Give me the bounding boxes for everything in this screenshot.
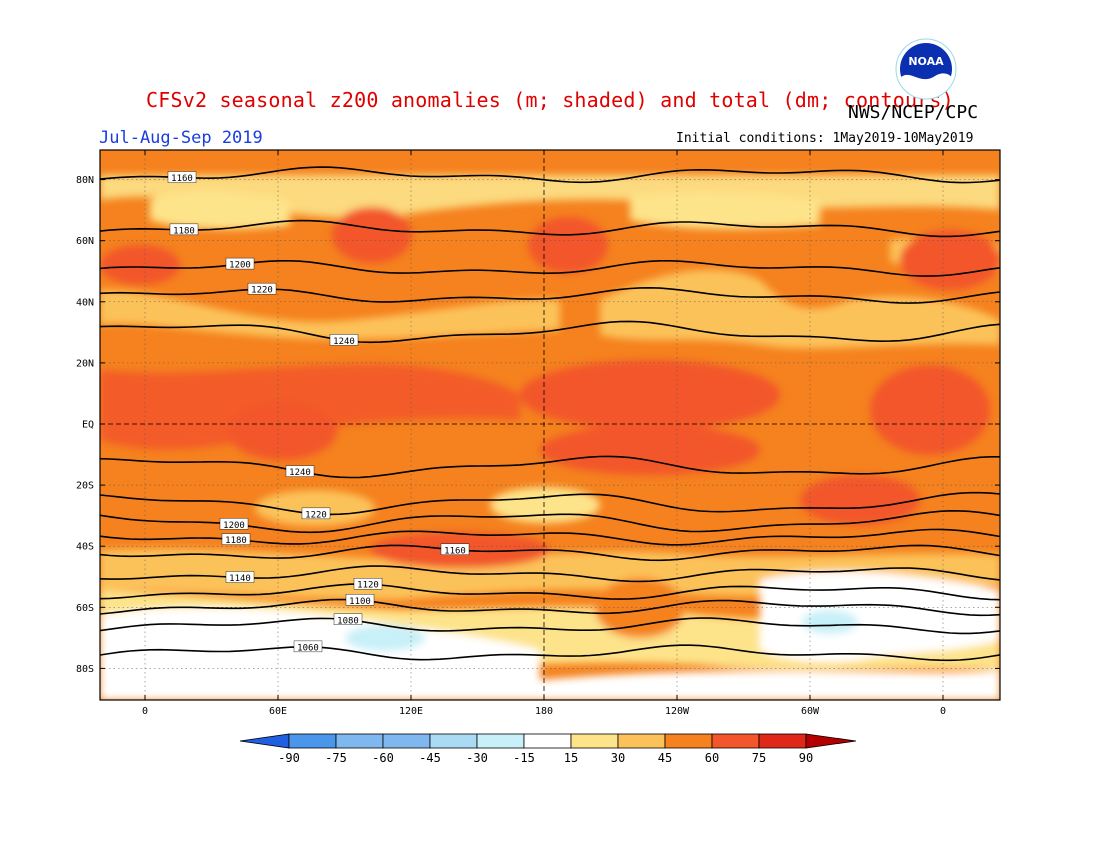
contour-label-text: 1160 <box>444 546 466 556</box>
contour-label-text: 1080 <box>337 616 359 626</box>
contour-label: 1220 <box>301 507 331 520</box>
contour-label-text: 1220 <box>305 510 327 520</box>
colorbar-label: 90 <box>799 751 813 765</box>
contour-line <box>100 644 1000 662</box>
colorbar-swatch <box>523 733 572 749</box>
contour-label: 1060 <box>293 640 323 653</box>
contour-line <box>100 455 1000 479</box>
contour-label: 1100 <box>345 594 375 607</box>
logo-text: NOAA <box>908 55 944 68</box>
colorbar: -90 -75 -60 -45 -30 -15 15 30 45 60 75 90 <box>239 733 857 765</box>
contour-line <box>100 544 1000 562</box>
contour-line <box>100 166 1000 184</box>
contour-label: 1120 <box>353 578 383 591</box>
contour-line <box>100 583 1000 601</box>
contour-line <box>100 320 1000 344</box>
lat-tick-label: 40S <box>76 542 94 553</box>
contour-label-text: 1220 <box>251 286 273 296</box>
colorbar-swatch <box>429 733 478 749</box>
lon-tick-label: 0 <box>940 706 946 717</box>
colorbar-arrow-left <box>239 733 290 749</box>
contour-label: 1240 <box>329 334 359 347</box>
contour-label: 1140 <box>225 571 255 584</box>
contour-label: 1180 <box>221 533 251 546</box>
plot-frame <box>99 149 1001 701</box>
colorbar-swatch <box>288 733 337 749</box>
lat-tick-label: 80N <box>76 175 94 186</box>
colorbar-label: 15 <box>564 751 578 765</box>
colorbar-label: 30 <box>611 751 625 765</box>
colorbar-label: 75 <box>752 751 766 765</box>
lon-tick-label: 180 <box>535 706 553 717</box>
colorbar-swatch <box>711 733 760 749</box>
lat-tick-label: EQ <box>82 420 94 431</box>
colorbar-label: -45 <box>419 751 441 765</box>
lon-tick-label: 0 <box>142 706 148 717</box>
colorbar-swatch <box>335 733 384 749</box>
colorbar-swatch <box>382 733 431 749</box>
colorbar-label: -15 <box>513 751 535 765</box>
lat-tick-label: 80S <box>76 664 94 675</box>
contour-line <box>100 598 1000 617</box>
contour-label: 1080 <box>333 613 363 626</box>
contour-label: 1240 <box>285 465 315 478</box>
contour-line <box>100 509 1000 534</box>
contour-label-text: 1240 <box>289 468 311 478</box>
contour-label-text: 1100 <box>349 597 371 607</box>
colorbar-label: -30 <box>466 751 488 765</box>
chart-title: CFSv2 seasonal z200 anomalies (m; shaded… <box>146 88 954 112</box>
colorbar-swatch <box>758 733 807 749</box>
contour-label-text: 1240 <box>333 337 355 347</box>
lat-tick-label: 20S <box>76 481 94 492</box>
contour-label: 1160 <box>440 543 470 556</box>
colorbar-swatch <box>570 733 619 749</box>
lon-tick-label: 60W <box>801 706 820 717</box>
colorbar-swatch <box>664 733 713 749</box>
lat-tick-label: 60N <box>76 236 94 247</box>
lon-tick-label: 120E <box>399 706 423 717</box>
colorbar-label: -60 <box>372 751 394 765</box>
anomaly-shading <box>100 150 1000 700</box>
agency-label: NWS/NCEP/CPC <box>848 102 979 123</box>
contour-label-text: 1120 <box>357 581 379 591</box>
lon-tick-label: 60E <box>269 706 287 717</box>
contour-label-text: 1200 <box>223 521 245 531</box>
contour-line <box>100 617 1000 635</box>
contour-label: 1220 <box>247 282 277 296</box>
colorbar-arrow-right <box>805 733 857 749</box>
contour-label: 1160 <box>167 171 197 184</box>
height-contours: 1160 1180 1200 1220 1240 1240 1220 1200 1180 1160… <box>100 166 1000 662</box>
colorbar-label: -90 <box>278 751 300 765</box>
contour-line <box>100 219 1000 238</box>
initial-conditions-label: Initial conditions: 1May2019-10May2019 <box>676 131 974 146</box>
lon-tick-label: 120W <box>665 706 690 717</box>
colorbar-swatch <box>617 733 666 749</box>
colorbar-label: -75 <box>325 751 347 765</box>
contour-label: 1200 <box>219 518 249 531</box>
lat-tick-label: 20N <box>76 358 94 369</box>
contour-label-text: 1140 <box>229 574 251 584</box>
contour-label-text: 1060 <box>297 643 319 653</box>
lat-tick-label: 60S <box>76 603 94 614</box>
lat-tick-label: 40N <box>76 297 94 308</box>
contour-label-text: 1180 <box>173 226 195 236</box>
colorbar-label: 60 <box>705 751 719 765</box>
colorbar-swatch <box>476 733 525 749</box>
contour-label-text: 1200 <box>229 261 251 271</box>
map-axes: 80N 60N 40N 20N EQ 20S 40S 60S 80S 0 60E 120E 180 120… <box>76 150 1000 717</box>
contour-label: 1200 <box>225 257 255 271</box>
contour-label-text: 1180 <box>225 536 247 546</box>
contour-label-text: 1160 <box>171 174 193 184</box>
contour-label: 1180 <box>169 223 199 236</box>
contour-line <box>100 491 1000 516</box>
colorbar-label: 45 <box>658 751 672 765</box>
season-label: Jul-Aug-Sep 2019 <box>99 128 263 148</box>
noaa-logo-icon: NOAA <box>895 38 957 100</box>
